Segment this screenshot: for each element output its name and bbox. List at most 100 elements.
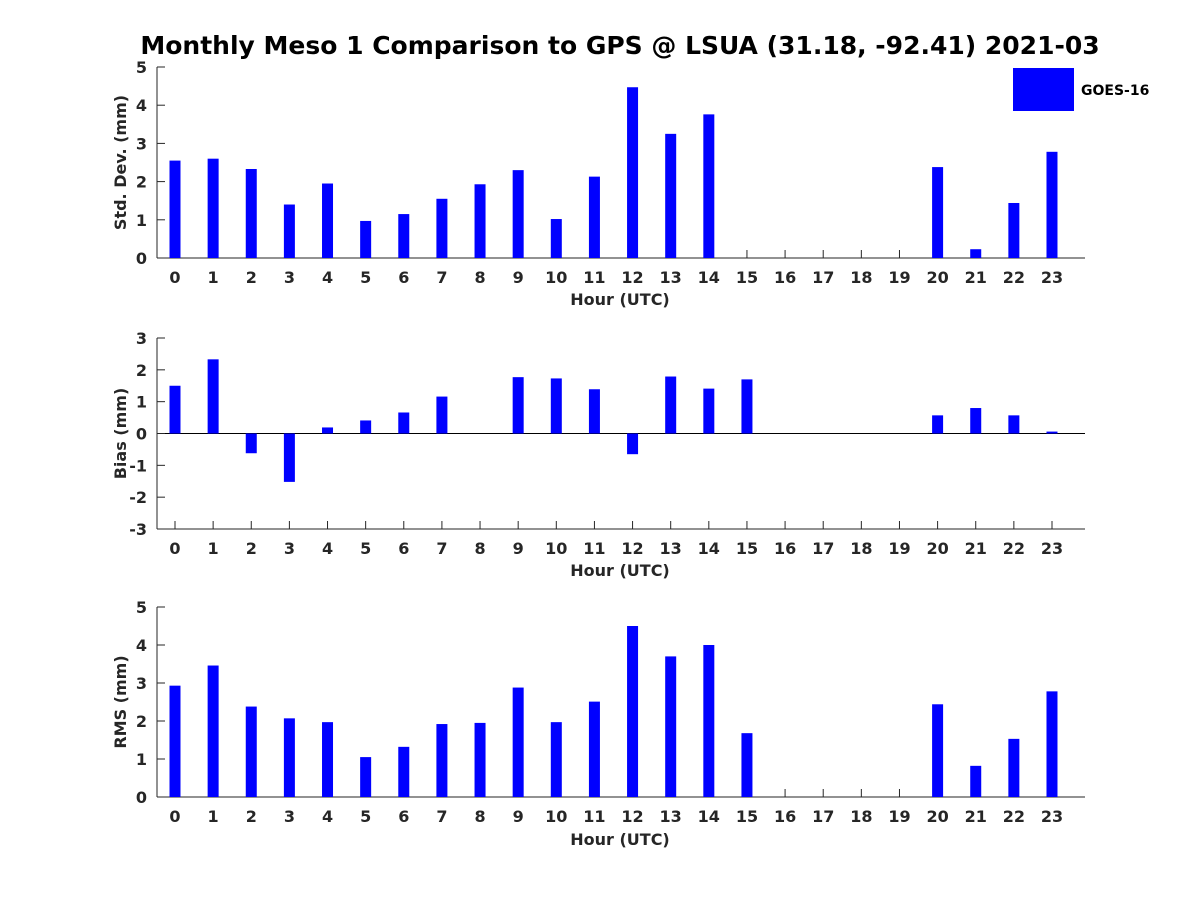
bias-bar-hour-22	[1008, 415, 1020, 434]
bias-x-tick-label: 4	[322, 539, 333, 558]
bias-y-axis-label: Bias (mm)	[111, 388, 130, 480]
rms-bar-hour-8	[474, 722, 486, 797]
bias-bar-hour-21	[970, 408, 982, 434]
rms-x-tick-label: 20	[926, 807, 948, 826]
bias-x-tick-label: 17	[812, 539, 834, 558]
bias-y-tick-label: 1	[136, 393, 147, 412]
bias-x-tick-label: 22	[1003, 539, 1025, 558]
bias-bar-hour-20	[932, 415, 944, 434]
bias-x-tick-label: 13	[660, 539, 682, 558]
bias-x-tick-label: 9	[513, 539, 524, 558]
rms-bar-hour-13	[665, 656, 677, 797]
std-dev-bar-hour-6	[398, 214, 410, 258]
rms-x-tick-label: 22	[1003, 807, 1025, 826]
rms-x-tick-label: 3	[284, 807, 295, 826]
bias-bar-hour-2	[245, 433, 257, 454]
bias-bar-hour-14	[703, 388, 715, 434]
bias-bar-hour-7	[436, 396, 448, 434]
std-dev-x-tick-label: 16	[774, 268, 796, 287]
rms-bar-hour-0	[169, 685, 181, 797]
rms-x-tick-label: 4	[322, 807, 333, 826]
bias-bar-hour-5	[360, 420, 372, 434]
rms-bar-hour-12	[627, 626, 639, 797]
rms-bar-hour-23	[1046, 691, 1058, 797]
bias-y-tick-label: -2	[129, 488, 147, 507]
rms-y-tick-label: 3	[136, 674, 147, 693]
bias-x-tick-label: 21	[965, 539, 987, 558]
rms-bar-hour-4	[322, 722, 334, 797]
bias-bar-hour-6	[398, 412, 410, 434]
std-dev-x-tick-label: 15	[736, 268, 758, 287]
std-dev-bar-hour-20	[932, 167, 944, 258]
rms-bar-hour-9	[512, 687, 524, 797]
bias-x-tick-label: 23	[1041, 539, 1063, 558]
std-dev-y-tick-label: 2	[136, 173, 147, 192]
bias-x-tick-label: 6	[398, 539, 409, 558]
std-dev-bar-hour-11	[588, 176, 600, 258]
bias-x-tick-label: 15	[736, 539, 758, 558]
rms-x-tick-label: 15	[736, 807, 758, 826]
rms-x-tick-label: 19	[888, 807, 910, 826]
std-dev-bar-hour-22	[1008, 202, 1020, 258]
std-dev-x-tick-label: 4	[322, 268, 333, 287]
std-dev-bar-hour-13	[665, 133, 677, 258]
bias-x-tick-label: 11	[583, 539, 605, 558]
bias-bar-hour-13	[665, 376, 677, 434]
std-dev-y-tick-label: 3	[136, 134, 147, 153]
std-dev-bar-hour-2	[245, 168, 257, 258]
std-dev-y-tick-label: 1	[136, 211, 147, 230]
std-dev-x-tick-label: 21	[965, 268, 987, 287]
bias-x-tick-label: 12	[621, 539, 643, 558]
rms-bar-hour-5	[360, 757, 372, 797]
std-dev-x-tick-label: 0	[169, 268, 180, 287]
rms-x-tick-label: 17	[812, 807, 834, 826]
rms-x-tick-label: 6	[398, 807, 409, 826]
std-dev-bar-hour-12	[627, 87, 639, 258]
rms-x-tick-label: 11	[583, 807, 605, 826]
rms-bar-hour-3	[283, 718, 295, 797]
rms-x-tick-label: 16	[774, 807, 796, 826]
std-dev-x-tick-label: 3	[284, 268, 295, 287]
rms-x-tick-label: 23	[1041, 807, 1063, 826]
rms-x-axis-label: Hour (UTC)	[570, 830, 670, 849]
rms-bar-hour-15	[741, 733, 753, 797]
bias-x-tick-label: 0	[169, 539, 180, 558]
bias-bar-hour-23	[1046, 431, 1058, 434]
rms-y-axis-label: RMS (mm)	[111, 655, 130, 748]
rms-bar-hour-22	[1008, 738, 1020, 797]
bias-y-tick-label: -1	[129, 456, 147, 475]
std-dev-y-tick-label: 4	[136, 96, 147, 115]
std-dev-bar-hour-7	[436, 198, 448, 258]
rms-x-tick-label: 2	[246, 807, 257, 826]
rms-bar-hour-10	[550, 722, 562, 797]
rms-y-tick-label: 5	[136, 598, 147, 617]
std-dev-bar-hour-1	[207, 158, 219, 258]
bias-bar-hour-10	[550, 378, 562, 434]
std-dev-x-tick-label: 2	[246, 268, 257, 287]
std-dev-bar-hour-23	[1046, 151, 1058, 258]
std-dev-x-tick-label: 5	[360, 268, 371, 287]
rms-x-tick-label: 0	[169, 807, 180, 826]
bias-x-tick-label: 16	[774, 539, 796, 558]
rms-bar-hour-11	[588, 701, 600, 797]
std-dev-bar-hour-3	[283, 204, 295, 258]
std-dev-x-tick-label: 11	[583, 268, 605, 287]
rms-y-tick-label: 2	[136, 712, 147, 731]
rms-x-tick-label: 21	[965, 807, 987, 826]
std-dev-x-tick-label: 10	[545, 268, 567, 287]
bias-bar-hour-12	[627, 433, 639, 455]
rms-x-tick-label: 7	[436, 807, 447, 826]
rms-bar-hour-20	[932, 704, 944, 797]
bias-x-tick-label: 10	[545, 539, 567, 558]
bias-bar-hour-11	[588, 389, 600, 434]
bias-bar-hour-4	[322, 427, 334, 434]
std-dev-x-tick-label: 18	[850, 268, 872, 287]
rms-x-tick-label: 5	[360, 807, 371, 826]
std-dev-x-tick-label: 9	[513, 268, 524, 287]
bias-x-axis-label: Hour (UTC)	[570, 561, 670, 580]
bias-bar-hour-1	[207, 359, 219, 434]
std-dev-bar-hour-0	[169, 160, 181, 258]
std-dev-x-tick-label: 23	[1041, 268, 1063, 287]
